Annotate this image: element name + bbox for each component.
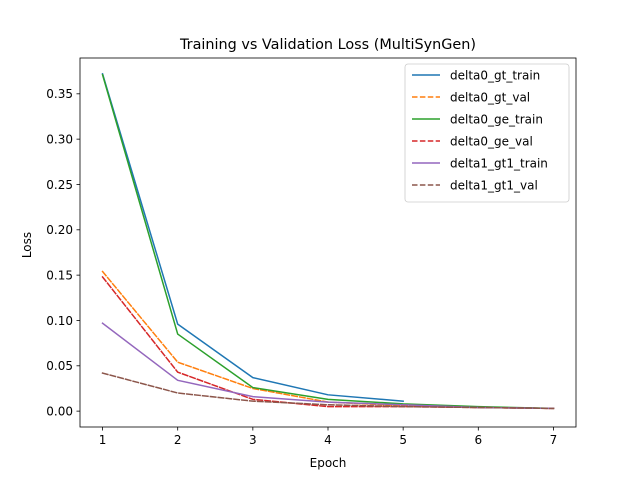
y-tick-label: 0.00 (46, 404, 73, 418)
series-line-delta1_gt1_val (101, 372, 555, 410)
legend-label-delta0_gt_train: delta0_gt_train (450, 68, 540, 82)
y-tick-label: 0.10 (46, 314, 73, 328)
legend-label-delta0_ge_train: delta0_ge_train (450, 112, 543, 126)
y-tick-label: 0.15 (46, 268, 73, 282)
plot-area (101, 72, 555, 410)
x-tick-label: 4 (324, 433, 332, 447)
legend-label-delta1_gt1_val: delta1_gt1_val (450, 178, 538, 192)
axes: 1 2 3 4 5 6 7 0.00 0.05 0.10 0.15 0.20 0.25 0.30 0.35 (46, 57, 577, 447)
series-line-delta0_ge_train (101, 73, 555, 410)
x-tick-label: 1 (99, 433, 107, 447)
y-tick-label: 0.25 (46, 178, 73, 192)
y-tick-label: 0.20 (46, 223, 73, 237)
chart-title: Training vs Validation Loss (MultiSynGen… (179, 37, 476, 53)
legend-label-delta0_gt_val: delta0_gt_val (450, 90, 530, 104)
y-axis-label: Loss (20, 232, 34, 258)
x-tick-label: 5 (399, 433, 407, 447)
y-tick-label: 0.05 (46, 359, 73, 373)
x-tick-label: 2 (174, 433, 182, 447)
y-tick-label: 0.30 (46, 132, 73, 146)
x-tick-label: 3 (249, 433, 257, 447)
legend-label-delta0_ge_val: delta0_ge_val (450, 134, 533, 148)
x-axis-label: Epoch (310, 456, 347, 470)
legend: delta0_gt_train delta0_gt_val delta0_ge_tr… (404, 63, 570, 203)
y-tick-label: 0.35 (46, 87, 73, 101)
x-tick-label: 7 (550, 433, 558, 447)
series-line-delta0_gt_train (101, 72, 404, 402)
x-tick-label: 6 (474, 433, 482, 447)
legend-box (404, 63, 570, 203)
legend-label-delta1_gt1_train: delta1_gt1_train (450, 156, 548, 170)
